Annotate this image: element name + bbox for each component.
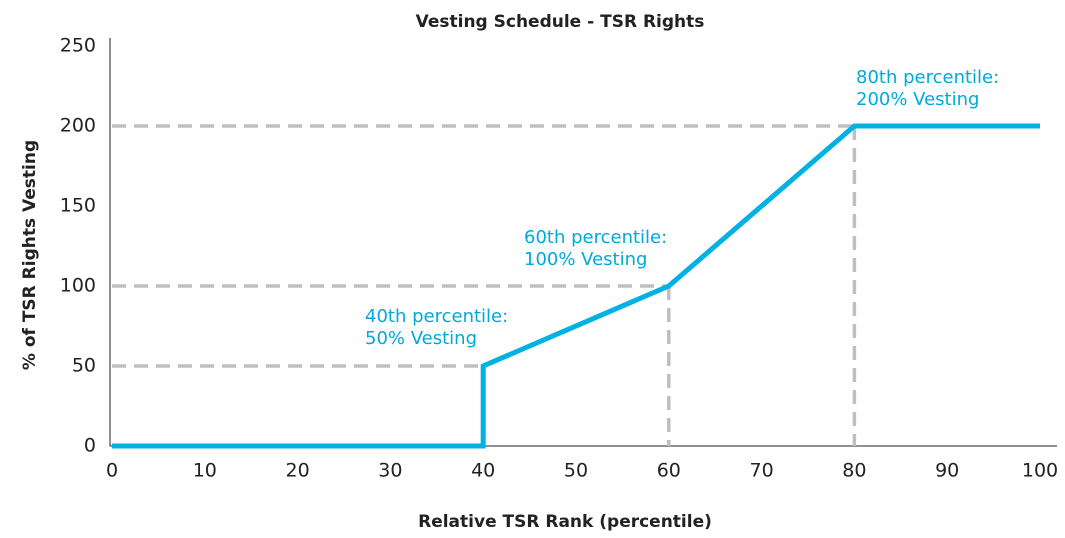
annotation: 100% Vesting bbox=[524, 249, 647, 270]
x-tick-label: 30 bbox=[378, 460, 402, 482]
x-tick-label: 60 bbox=[657, 460, 681, 482]
annotation: 40th percentile: bbox=[365, 306, 508, 327]
y-tick-label: 0 bbox=[84, 435, 96, 457]
y-axis-label: % of TSR Rights Vesting bbox=[20, 140, 40, 370]
x-tick-label: 100 bbox=[1022, 460, 1058, 482]
x-tick-label: 90 bbox=[935, 460, 959, 482]
y-tick-label: 50 bbox=[72, 355, 96, 377]
y-tick-label: 200 bbox=[60, 115, 96, 137]
annotation: 50% Vesting bbox=[365, 328, 477, 349]
x-tick-label: 10 bbox=[193, 460, 217, 482]
x-tick-label: 50 bbox=[564, 460, 588, 482]
y-tick-label: 150 bbox=[60, 195, 96, 217]
y-tick-label: 100 bbox=[60, 275, 96, 297]
x-axis-label: Relative TSR Rank (percentile) bbox=[418, 512, 712, 532]
y-tick-label: 250 bbox=[60, 35, 96, 57]
annotation: 60th percentile: bbox=[524, 227, 667, 248]
x-tick-label: 70 bbox=[750, 460, 774, 482]
x-tick-label: 40 bbox=[471, 460, 495, 482]
x-tick-label: 20 bbox=[286, 460, 310, 482]
line-series bbox=[112, 123, 1040, 449]
x-tick-label: 0 bbox=[106, 460, 118, 482]
annotation: 80th percentile: bbox=[856, 67, 999, 88]
x-tick-label: 80 bbox=[842, 460, 866, 482]
chart-title: Vesting Schedule - TSR Rights bbox=[416, 12, 705, 32]
annotation: 200% Vesting bbox=[856, 89, 979, 110]
